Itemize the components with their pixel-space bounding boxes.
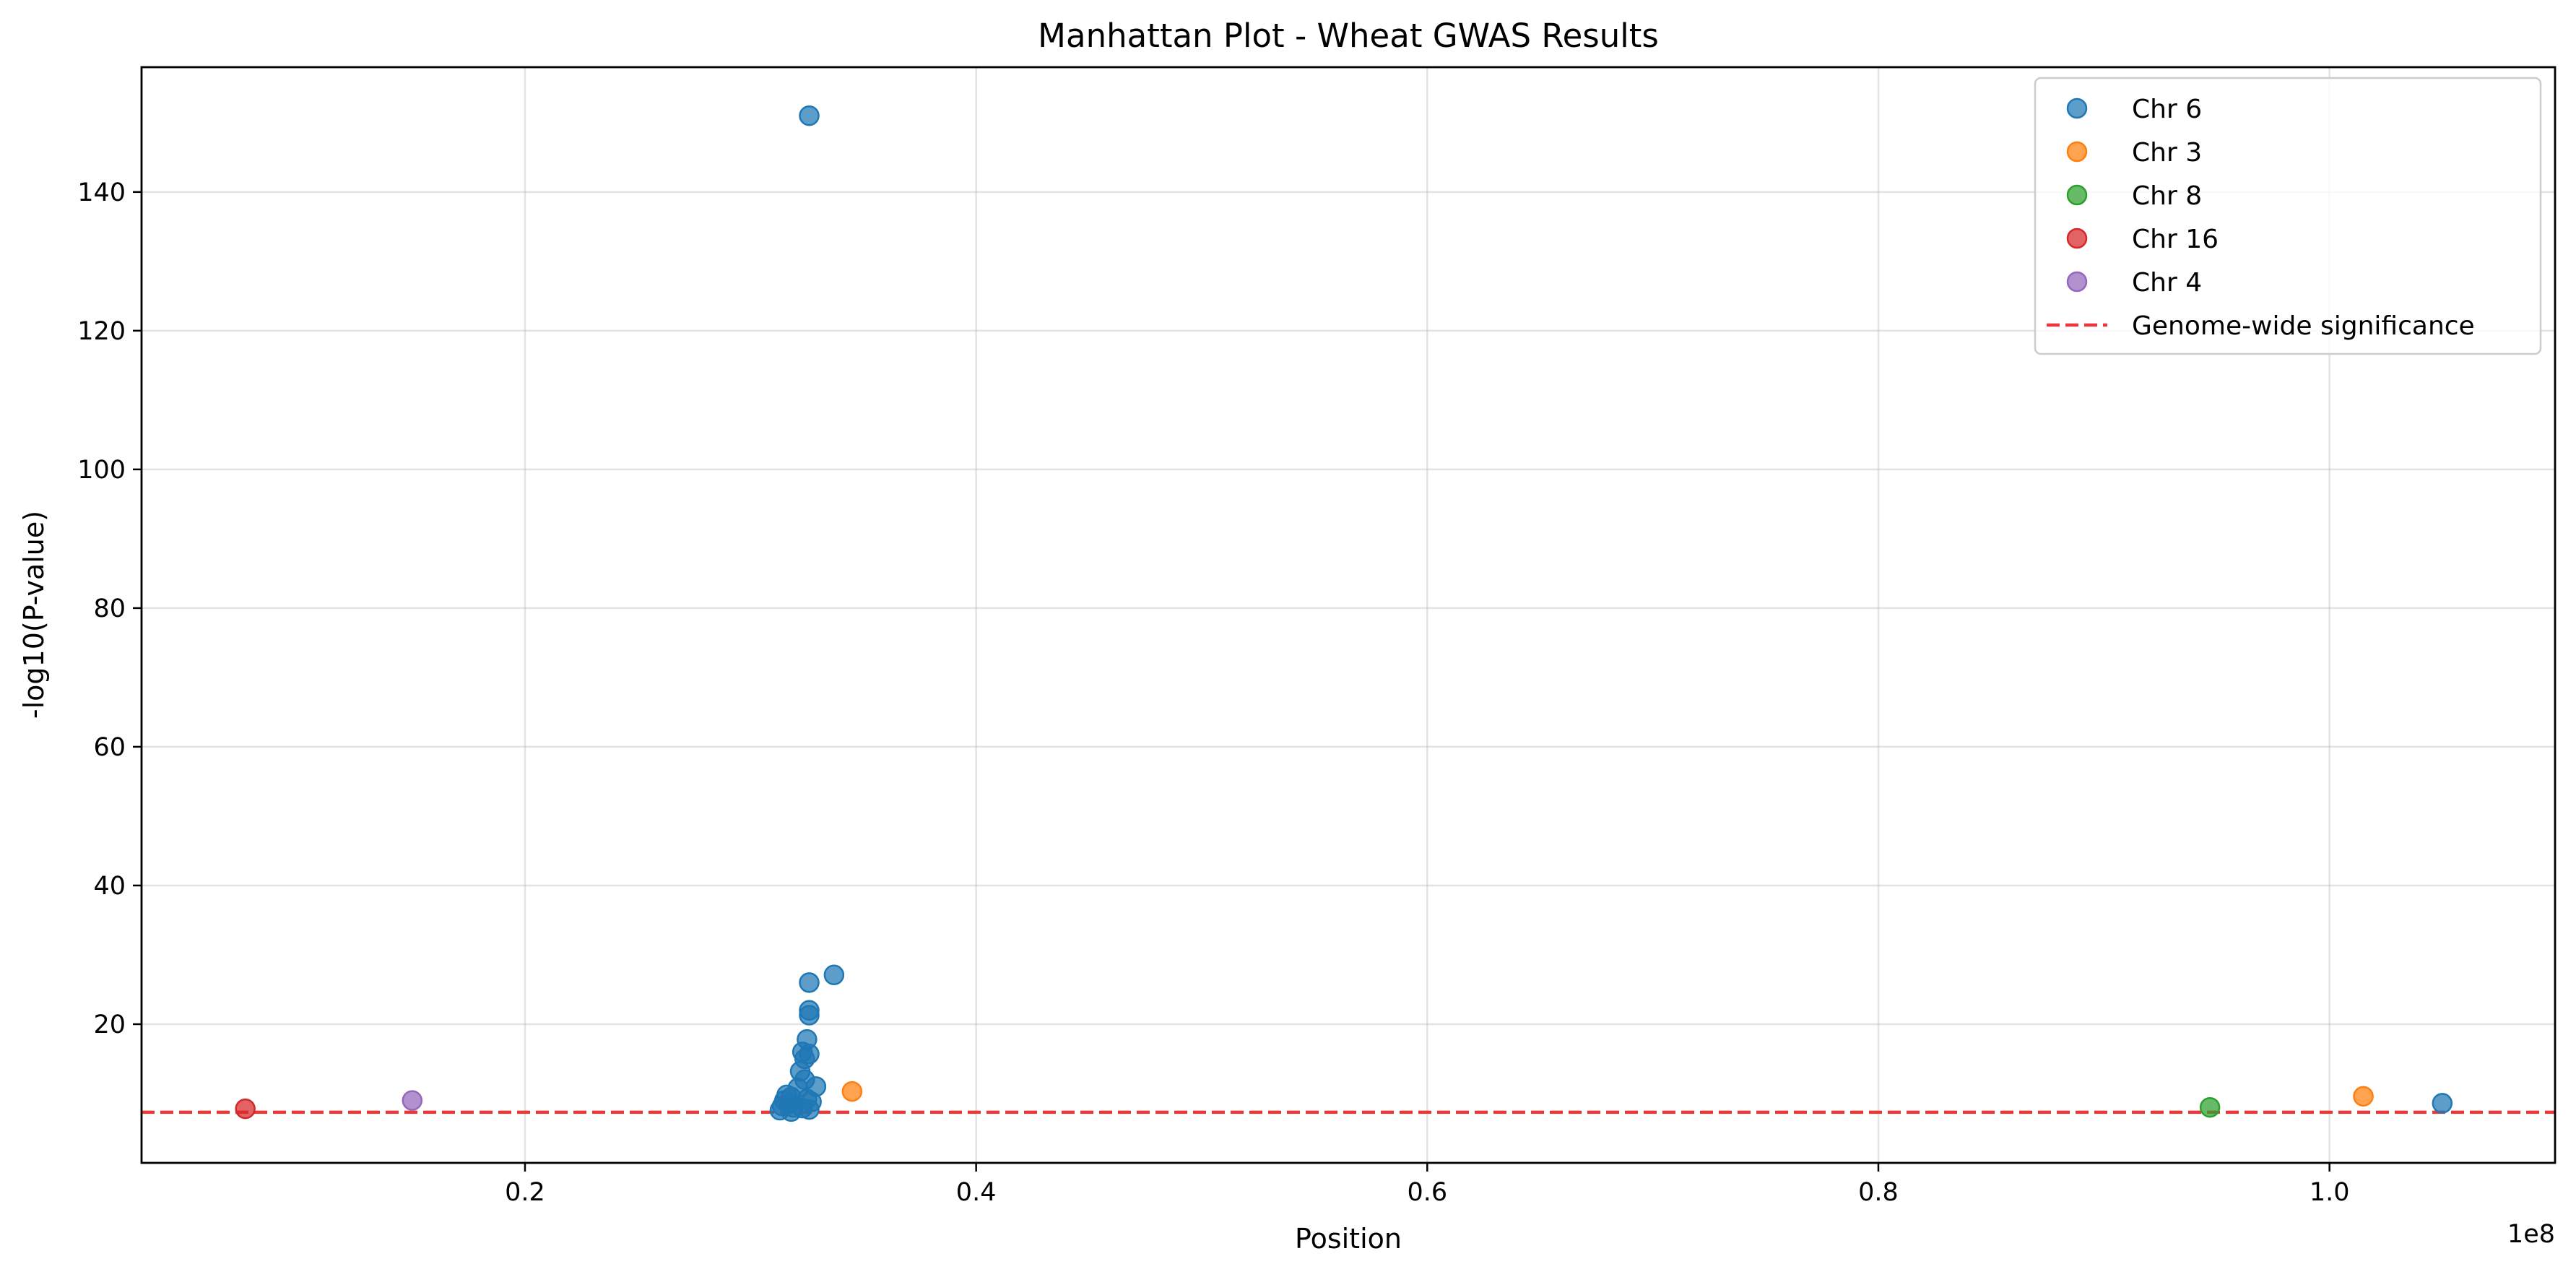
legend-label: Genome-wide significance — [2132, 311, 2475, 341]
grid-lines — [142, 67, 2555, 1163]
legend-marker — [2066, 141, 2088, 163]
x-axis-offset-label: 1e8 — [2507, 1220, 2555, 1249]
data-point-chr-6 — [799, 1005, 820, 1026]
data-point-chr-4 — [402, 1090, 423, 1111]
data-point-chr-6 — [799, 972, 820, 993]
data-point-chr-6 — [799, 1099, 820, 1120]
data-point-chr-6 — [2432, 1093, 2453, 1114]
data-point-chr-3 — [841, 1081, 863, 1102]
legend-label: Chr 6 — [2132, 95, 2202, 124]
x-axis-label: Position — [1295, 1223, 1402, 1255]
y-tick-label: 120 — [77, 317, 126, 346]
y-tick-label: 60 — [93, 733, 126, 762]
y-tick-label: 100 — [77, 456, 126, 485]
legend-marker — [2066, 271, 2088, 293]
data-point-chr-6 — [799, 105, 820, 126]
data-point-chr-6 — [781, 1101, 802, 1122]
legend: Chr 6 Chr 3 Chr 8 Chr 16 Chr 4 Genome-wide si… — [2034, 77, 2542, 355]
x-tick-label: 0.4 — [956, 1178, 997, 1207]
legend-box — [2034, 77, 2542, 355]
legend-label: Chr 4 — [2132, 268, 2202, 298]
legend-marker — [2066, 184, 2088, 206]
y-axis-ticks: 20 40 60 80 100 120 140 — [77, 178, 142, 1039]
legend-marker — [2066, 228, 2088, 249]
data-point-chr-6 — [823, 964, 845, 986]
legend-label: Chr 16 — [2132, 225, 2219, 254]
plot-frame — [140, 66, 2557, 1164]
y-tick-label: 20 — [93, 1010, 126, 1039]
x-tick-label: 1.0 — [2310, 1178, 2350, 1207]
x-tick-label: 0.6 — [1407, 1178, 1447, 1207]
legend-label: Chr 8 — [2132, 181, 2202, 211]
legend-label: Chr 3 — [2132, 138, 2202, 168]
y-axis-label: -log10(P-value) — [18, 511, 50, 719]
y-tick-label: 40 — [93, 872, 126, 901]
chart-title: Manhattan Plot - Wheat GWAS Results — [1038, 17, 1659, 55]
data-point-chr-8 — [2199, 1096, 2221, 1118]
data-point-chr-16 — [235, 1098, 256, 1120]
legend-marker — [2066, 98, 2088, 119]
data-point-chr-3 — [2353, 1086, 2374, 1107]
y-tick-label: 140 — [77, 178, 126, 207]
data-points — [235, 105, 2453, 1122]
y-tick-label: 80 — [93, 594, 126, 623]
x-tick-label: 0.2 — [505, 1178, 545, 1207]
x-tick-label: 0.8 — [1858, 1178, 1899, 1207]
x-axis-ticks: 0.2 0.4 0.6 0.8 1.0 — [505, 1163, 2349, 1207]
